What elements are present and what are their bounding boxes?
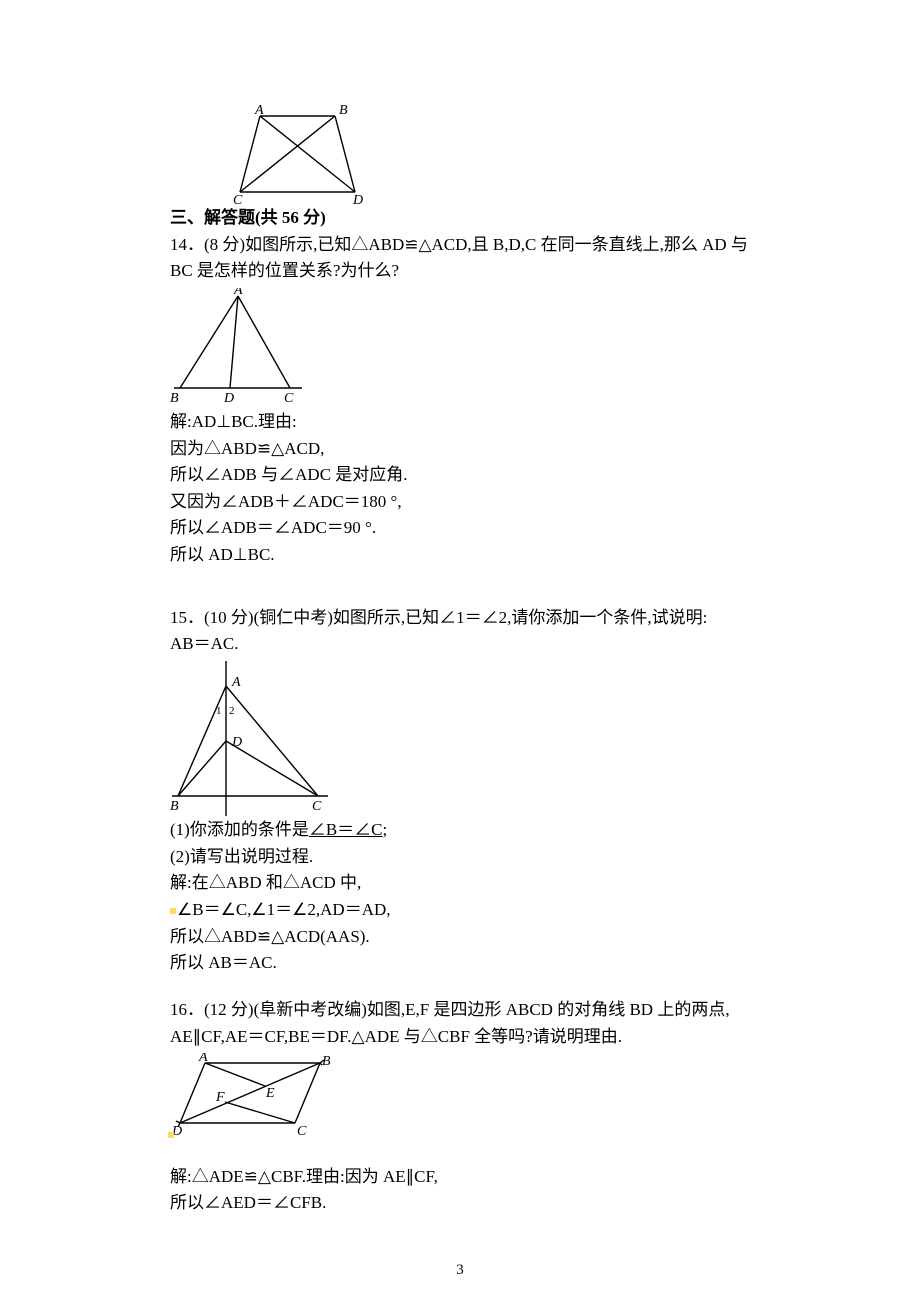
q14-sol-5: 所以∠ADB＝∠ADC＝90 °. xyxy=(170,516,750,541)
label-1: 1 xyxy=(216,705,222,717)
q14-sol-2: 因为△ABD≌△ACD, xyxy=(170,437,750,462)
q15-sol-1: 解:在△ABD 和△ACD 中, xyxy=(170,871,750,896)
label-f: F xyxy=(215,1090,225,1105)
q15-sub2: (2)请写出说明过程. xyxy=(170,845,750,870)
highlight-dot-icon xyxy=(168,1132,174,1138)
label-a: A xyxy=(198,1053,208,1065)
label-a: A xyxy=(254,104,264,118)
q16-sol-1: 解:△ADE≌△CBF.理由:因为 AE∥CF, xyxy=(170,1165,750,1190)
q15-sol-4: 所以 AB＝AC. xyxy=(170,951,750,976)
q16-prompt-line1: 16．(12 分)(阜新中考改编)如图,E,F 是四边形 ABCD 的对角线 B… xyxy=(170,998,750,1023)
figure-top: A B C D xyxy=(215,104,750,204)
q15-sol-2-text: ∠B＝∠C,∠1＝∠2,AD＝AD, xyxy=(177,900,391,919)
label-a: A xyxy=(231,675,241,690)
q14-sol-4: 又因为∠ADB＋∠ADC＝180 °, xyxy=(170,490,750,515)
label-b: B xyxy=(339,104,348,118)
q15-sol-3: 所以△ABD≌△ACD(AAS). xyxy=(170,925,750,950)
label-c: C xyxy=(233,193,243,204)
q14-prompt-line1: 14．(8 分)如图所示,已知△ABD≌△ACD,且 B,D,C 在同一条直线上… xyxy=(170,233,750,258)
q14-prompt-line2: BC 是怎样的位置关系?为什么? xyxy=(170,259,750,284)
q15-sol-2: ∠B＝∠C,∠1＝∠2,AD＝AD, xyxy=(170,898,750,923)
q14-sol-1: 解:AD⊥BC.理由: xyxy=(170,410,750,435)
label-b: B xyxy=(170,799,179,814)
q16-sol-2: 所以∠AED＝∠CFB. xyxy=(170,1191,750,1216)
q16-prompt-line2: AE∥CF,AE＝CF,BE＝DF.△ADE 与△CBF 全等吗?请说明理由. xyxy=(170,1025,750,1050)
label-d: D xyxy=(231,735,242,750)
page-number: 3 xyxy=(0,1260,920,1282)
figure-q14: A B D C xyxy=(170,288,750,408)
q14-sol-6: 所以 AD⊥BC. xyxy=(170,543,750,568)
label-b: B xyxy=(322,1054,331,1069)
q15-sub1-underline: ∠B＝∠C xyxy=(309,820,383,839)
section-heading: 三、解答题(共 56 分) xyxy=(170,206,750,231)
label-c: C xyxy=(284,391,294,406)
label-d: D xyxy=(352,193,363,204)
label-d: D xyxy=(223,391,234,406)
label-e: E xyxy=(265,1086,275,1101)
label-a: A xyxy=(233,288,243,298)
q15-sub1: (1)你添加的条件是∠B＝∠C; xyxy=(170,818,750,843)
q15-prompt-line1: 15．(10 分)(铜仁中考)如图所示,已知∠1＝∠2,请你添加一个条件,试说明… xyxy=(170,606,750,631)
label-c: C xyxy=(312,799,322,814)
q15-sub1-b: ; xyxy=(383,820,388,839)
q14-sol-3: 所以∠ADB 与∠ADC 是对应角. xyxy=(170,463,750,488)
label-2: 2 xyxy=(229,705,235,717)
label-b: B xyxy=(170,391,179,406)
label-c: C xyxy=(297,1124,307,1138)
figure-q16: A B C D E F xyxy=(170,1053,750,1163)
q15-sub1-a: (1)你添加的条件是 xyxy=(170,820,309,839)
highlight-dot-icon xyxy=(170,908,176,914)
q15-prompt-line2: AB＝AC. xyxy=(170,632,750,657)
figure-q15: A D B C 1 2 xyxy=(170,661,750,816)
